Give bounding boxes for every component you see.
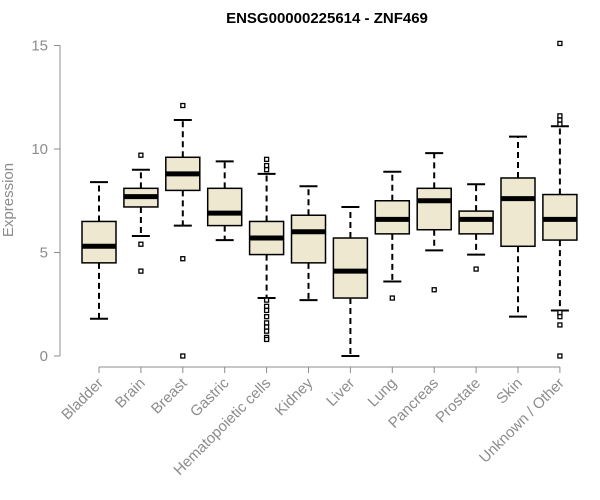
box-kidney	[290, 185, 327, 302]
box-skin	[500, 135, 536, 318]
outlier-point	[180, 353, 186, 359]
box-unknown-other	[542, 40, 578, 359]
iqr-box	[206, 187, 243, 227]
box-hematopoietic-cells	[248, 156, 285, 343]
box-gastric	[206, 160, 243, 242]
outlier-point	[263, 167, 270, 173]
y-tick-label: 5	[40, 245, 48, 262]
y-axis: 0 5 10 15	[31, 38, 61, 365]
outlier-point	[263, 320, 270, 326]
outlier-point	[557, 40, 563, 47]
outlier-point	[557, 121, 563, 127]
outlier-point	[473, 266, 479, 272]
box-bladder	[81, 181, 117, 320]
box-prostate	[458, 183, 494, 272]
outlier-point	[263, 324, 270, 330]
x-tick-label: Bladder	[58, 375, 107, 424]
outlier-point	[557, 113, 563, 119]
box-series	[81, 40, 578, 359]
x-tick-label: Brain	[112, 375, 149, 412]
chart-title: ENSG00000225614 - ZNF469	[226, 10, 428, 27]
iqr-box	[416, 187, 452, 231]
box-breast	[165, 102, 201, 359]
x-tick-label: Lung	[365, 375, 401, 411]
iqr-box	[500, 177, 536, 248]
outlier-point	[263, 336, 270, 343]
box-lung	[374, 170, 411, 301]
y-axis-label: Expression	[0, 163, 17, 237]
iqr-box	[81, 220, 117, 264]
outlier-point	[431, 287, 437, 293]
y-tick-label: 15	[31, 38, 48, 55]
outlier-point	[557, 322, 563, 328]
x-tick-label: Skin	[493, 375, 526, 408]
outlier-point	[557, 314, 563, 320]
outlier-point	[557, 353, 563, 359]
outlier-point	[180, 102, 186, 109]
x-tick-label: Kidney	[272, 374, 317, 419]
outlier-point	[557, 117, 563, 123]
box-brain	[123, 152, 159, 274]
x-tick-label: Liver	[323, 375, 358, 410]
outlier-point	[263, 156, 270, 163]
box-pancreas	[416, 152, 452, 293]
x-tick-label: Prostate	[432, 375, 484, 427]
outlier-point	[263, 328, 270, 334]
outlier-point	[263, 162, 270, 169]
outlier-point	[263, 303, 270, 309]
iqr-box	[290, 214, 327, 264]
outlier-point	[557, 309, 563, 316]
y-tick-label: 0	[40, 348, 48, 365]
outlier-point	[138, 241, 144, 247]
box-liver	[332, 205, 369, 357]
outlier-point	[389, 295, 395, 301]
outlier-point	[263, 307, 270, 314]
outlier-point	[263, 314, 270, 320]
iqr-box	[458, 210, 494, 235]
x-tick-label: Breast	[148, 374, 191, 417]
outlier-point	[263, 297, 270, 303]
outlier-point	[180, 256, 186, 262]
outlier-point	[138, 268, 144, 274]
outlier-point	[138, 152, 144, 158]
iqr-box	[332, 237, 369, 299]
y-tick-label: 10	[31, 141, 48, 158]
